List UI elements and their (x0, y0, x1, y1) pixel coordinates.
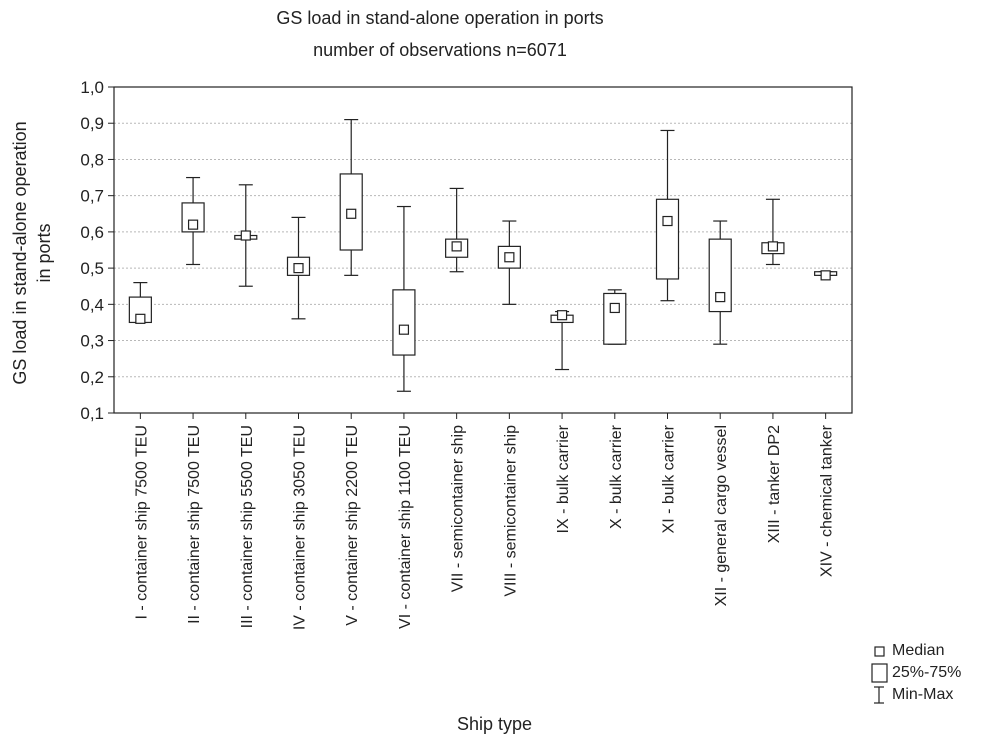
chart-subtitle: number of observations n=6071 (313, 40, 567, 60)
y-tick-label: 0,4 (80, 295, 104, 314)
iqr-box (339, 173, 363, 251)
median-marker-icon (868, 640, 890, 662)
iqr-box (181, 202, 205, 233)
x-tick-label: XIII - tanker DP2 (766, 425, 783, 543)
x-axis-label: Ship type (456, 714, 533, 734)
y-axis-label: GS load in stand-alone operation in port… (6, 88, 66, 418)
iqr-box (655, 198, 680, 280)
median-marker (662, 215, 673, 227)
median-marker (556, 310, 568, 321)
x-tick-label: III - container ship 5500 TEU (239, 425, 256, 628)
iqr-box (550, 314, 574, 324)
y-tick-label: 0,3 (80, 332, 104, 351)
plot-frame (113, 86, 853, 414)
iqr-box (234, 234, 258, 240)
iqr-box (445, 238, 469, 258)
iqr-box (708, 238, 732, 313)
legend-item-box: 25%-75% (868, 662, 961, 684)
median-marker (715, 291, 726, 303)
iqr-box (497, 245, 521, 269)
x-tick-label: X - bulk carrier (608, 424, 625, 529)
median-marker (451, 241, 462, 252)
x-tick-label: VIII - semicontainer ship (502, 425, 519, 597)
y-tick-label: 0,5 (80, 259, 104, 278)
y-tick-label: 0,9 (80, 114, 104, 133)
legend-label-median: Median (892, 642, 945, 659)
x-tick-label: IV - container ship 3050 TEU (292, 425, 309, 630)
x-tick-label: XI - bulk carrier (661, 424, 678, 533)
legend-label-box: 25%-75% (892, 664, 962, 681)
median-marker (820, 270, 831, 281)
chart-title: GS load in stand-alone operation in port… (276, 8, 604, 28)
median-marker (504, 252, 515, 263)
y-tick-label: 0,2 (80, 368, 104, 387)
x-tick-label: II - container ship 7500 TEU (186, 425, 203, 624)
iqr-box (761, 242, 785, 255)
legend-label-whisker: Min-Max (892, 686, 954, 703)
legend-item-whisker: Min-Max (868, 684, 961, 706)
x-tick-label: IX - bulk carrier (555, 424, 572, 533)
median-marker (398, 324, 410, 335)
y-tick-label: 1,0 (80, 78, 104, 97)
y-axis-label-line1: GS load in stand-alone operation (10, 121, 30, 384)
legend-item-median: Median (868, 640, 961, 662)
median-marker (609, 302, 620, 314)
y-axis-label-line2: in ports (34, 223, 54, 282)
median-marker (767, 241, 779, 252)
y-tick-label: 0,7 (80, 187, 104, 206)
x-tick-label: I - container ship 7500 TEU (133, 425, 150, 619)
iqr-box (603, 292, 627, 345)
legend: Median 25%-75% Min-Max (868, 640, 961, 706)
y-tick-label: 0,6 (80, 223, 104, 242)
x-tick-label: XII - general cargo vessel (713, 425, 730, 606)
box-marker-icon (868, 662, 890, 684)
median-marker (293, 263, 304, 274)
median-marker (135, 313, 146, 324)
iqr-box (814, 271, 838, 276)
median-marker (240, 230, 251, 241)
iqr-box (128, 296, 152, 324)
median-marker (346, 208, 357, 219)
x-tick-label: VII - semicontainer ship (450, 425, 467, 592)
whisker-marker-icon (868, 684, 890, 706)
iqr-box (286, 256, 311, 276)
x-tick-label: XIV - chemical tanker (819, 424, 836, 577)
y-tick-label: 0,8 (80, 150, 104, 169)
y-tick-label: 0,1 (80, 404, 104, 423)
x-tick-label: V - container ship 2200 TEU (344, 425, 361, 626)
iqr-box (392, 289, 416, 356)
x-tick-label: VI - container ship 1100 TEU (397, 425, 414, 629)
median-marker (187, 219, 199, 230)
